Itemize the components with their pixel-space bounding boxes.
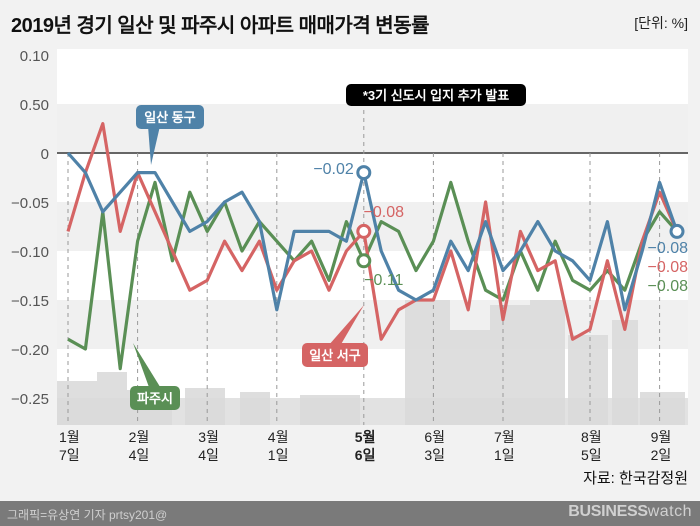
source-note: 자료: 한국감정원 [583, 470, 688, 487]
may6-label-ilsan-dong: −0.02 [313, 161, 354, 178]
cityscape-building [240, 392, 270, 425]
y-tick-label: −0.10 [11, 244, 49, 261]
x-tick-month: 6월 [424, 429, 445, 445]
y-tick-label: −0.15 [11, 293, 49, 310]
y-tick-label: 0.10 [20, 48, 49, 65]
may6-label-ilsan-seo: −0.08 [364, 204, 405, 221]
tag-pointer-paju [133, 343, 162, 390]
series-line-ilsan_dong [66, 151, 679, 312]
event-callout-text: *3기 신도시 입지 추가 발표 [363, 88, 509, 103]
series-tag-paju: 파주시 [137, 391, 173, 406]
tag-pointer-ilsan-dong [148, 126, 160, 165]
y-tick-label: 0.50 [20, 97, 49, 114]
logo-light: watch [647, 503, 692, 520]
x-tick-month: 1월 [59, 429, 80, 445]
cityscape-building [490, 305, 530, 425]
x-tick-day: 5일 [581, 447, 602, 463]
x-tick-day: 1일 [268, 447, 289, 463]
y-tick-label: 0 [41, 146, 49, 163]
x-tick-month: 8월 [581, 429, 602, 445]
x-tick-day: 4일 [129, 447, 150, 463]
series-line-ilsan_seo [66, 121, 679, 341]
x-tick-day: 4일 [198, 447, 219, 463]
y-tick-label: −0.05 [11, 195, 49, 212]
cityscape-building [612, 320, 638, 425]
end-marker-ilsan-dong [669, 223, 685, 239]
line-chart: 0.10 0.50 0 −0.05 −0.10 −0.15 −0.20 −0.25 1월 7일 2월… [11, 48, 689, 463]
x-tick-month: 3월 [198, 429, 219, 445]
y-tick-label: −0.20 [11, 342, 49, 359]
cityscape-building [568, 335, 608, 425]
event-callout-box [346, 84, 526, 106]
businesswatch-logo: BUSINESSwatch [568, 503, 692, 521]
may6-label-paju: −0.11 [364, 272, 403, 289]
cityscape-building [57, 381, 97, 425]
cityscape-building [450, 330, 490, 425]
x-tick-day: 6일 [355, 447, 376, 463]
x-tick-day: 3일 [424, 447, 445, 463]
tag-box-ilsan-dong [136, 105, 204, 129]
tag-box-ilsan-seo [302, 343, 368, 367]
y-tick-label: −0.25 [11, 391, 49, 408]
x-tick-month: 5월 [355, 429, 376, 445]
x-tick-day: 7일 [59, 447, 80, 463]
x-tick-month: 2월 [129, 429, 150, 445]
series-tag-ilsan-dong: 일산 동구 [144, 110, 195, 125]
tag-pointer-ilsan-seo [328, 305, 364, 346]
may6-marker-paju [356, 253, 372, 269]
may6-marker-ilsan_dong [356, 165, 372, 181]
cityscape-building [530, 300, 565, 425]
cityscape-building [300, 395, 360, 425]
footer-bar: 그래픽=유상연 기자 prtsy201@ BUSINESSwatch [0, 501, 700, 526]
x-tick-month: 7월 [494, 429, 515, 445]
logo-bold: BUSINESS [568, 503, 648, 520]
tag-box-paju [130, 386, 180, 410]
cityscape-building [185, 388, 225, 425]
cityscape-building [405, 300, 450, 425]
end-label-ilsan_dong: −0.08 [648, 240, 689, 257]
end-label-ilsan_seo: −0.08 [648, 259, 689, 276]
x-tick-month: 4월 [268, 429, 289, 445]
unit-label: [단위: %] [634, 15, 688, 31]
chart-title: 2019년 경기 일산 및 파주시 아파트 매매가격 변동률 [11, 15, 430, 37]
x-tick-day: 1일 [494, 447, 515, 463]
x-tick-month: 9월 [651, 429, 672, 445]
cityscape-building [97, 372, 127, 425]
cityscape-building [640, 392, 685, 425]
end-label-paju: −0.08 [648, 278, 689, 295]
x-tick-day: 2일 [651, 447, 672, 463]
series-tag-ilsan-seo: 일산 서구 [309, 348, 360, 363]
may6-marker-ilsan_seo [356, 223, 372, 239]
graphic-credit: 그래픽=유상연 기자 prtsy201@ [7, 508, 168, 522]
